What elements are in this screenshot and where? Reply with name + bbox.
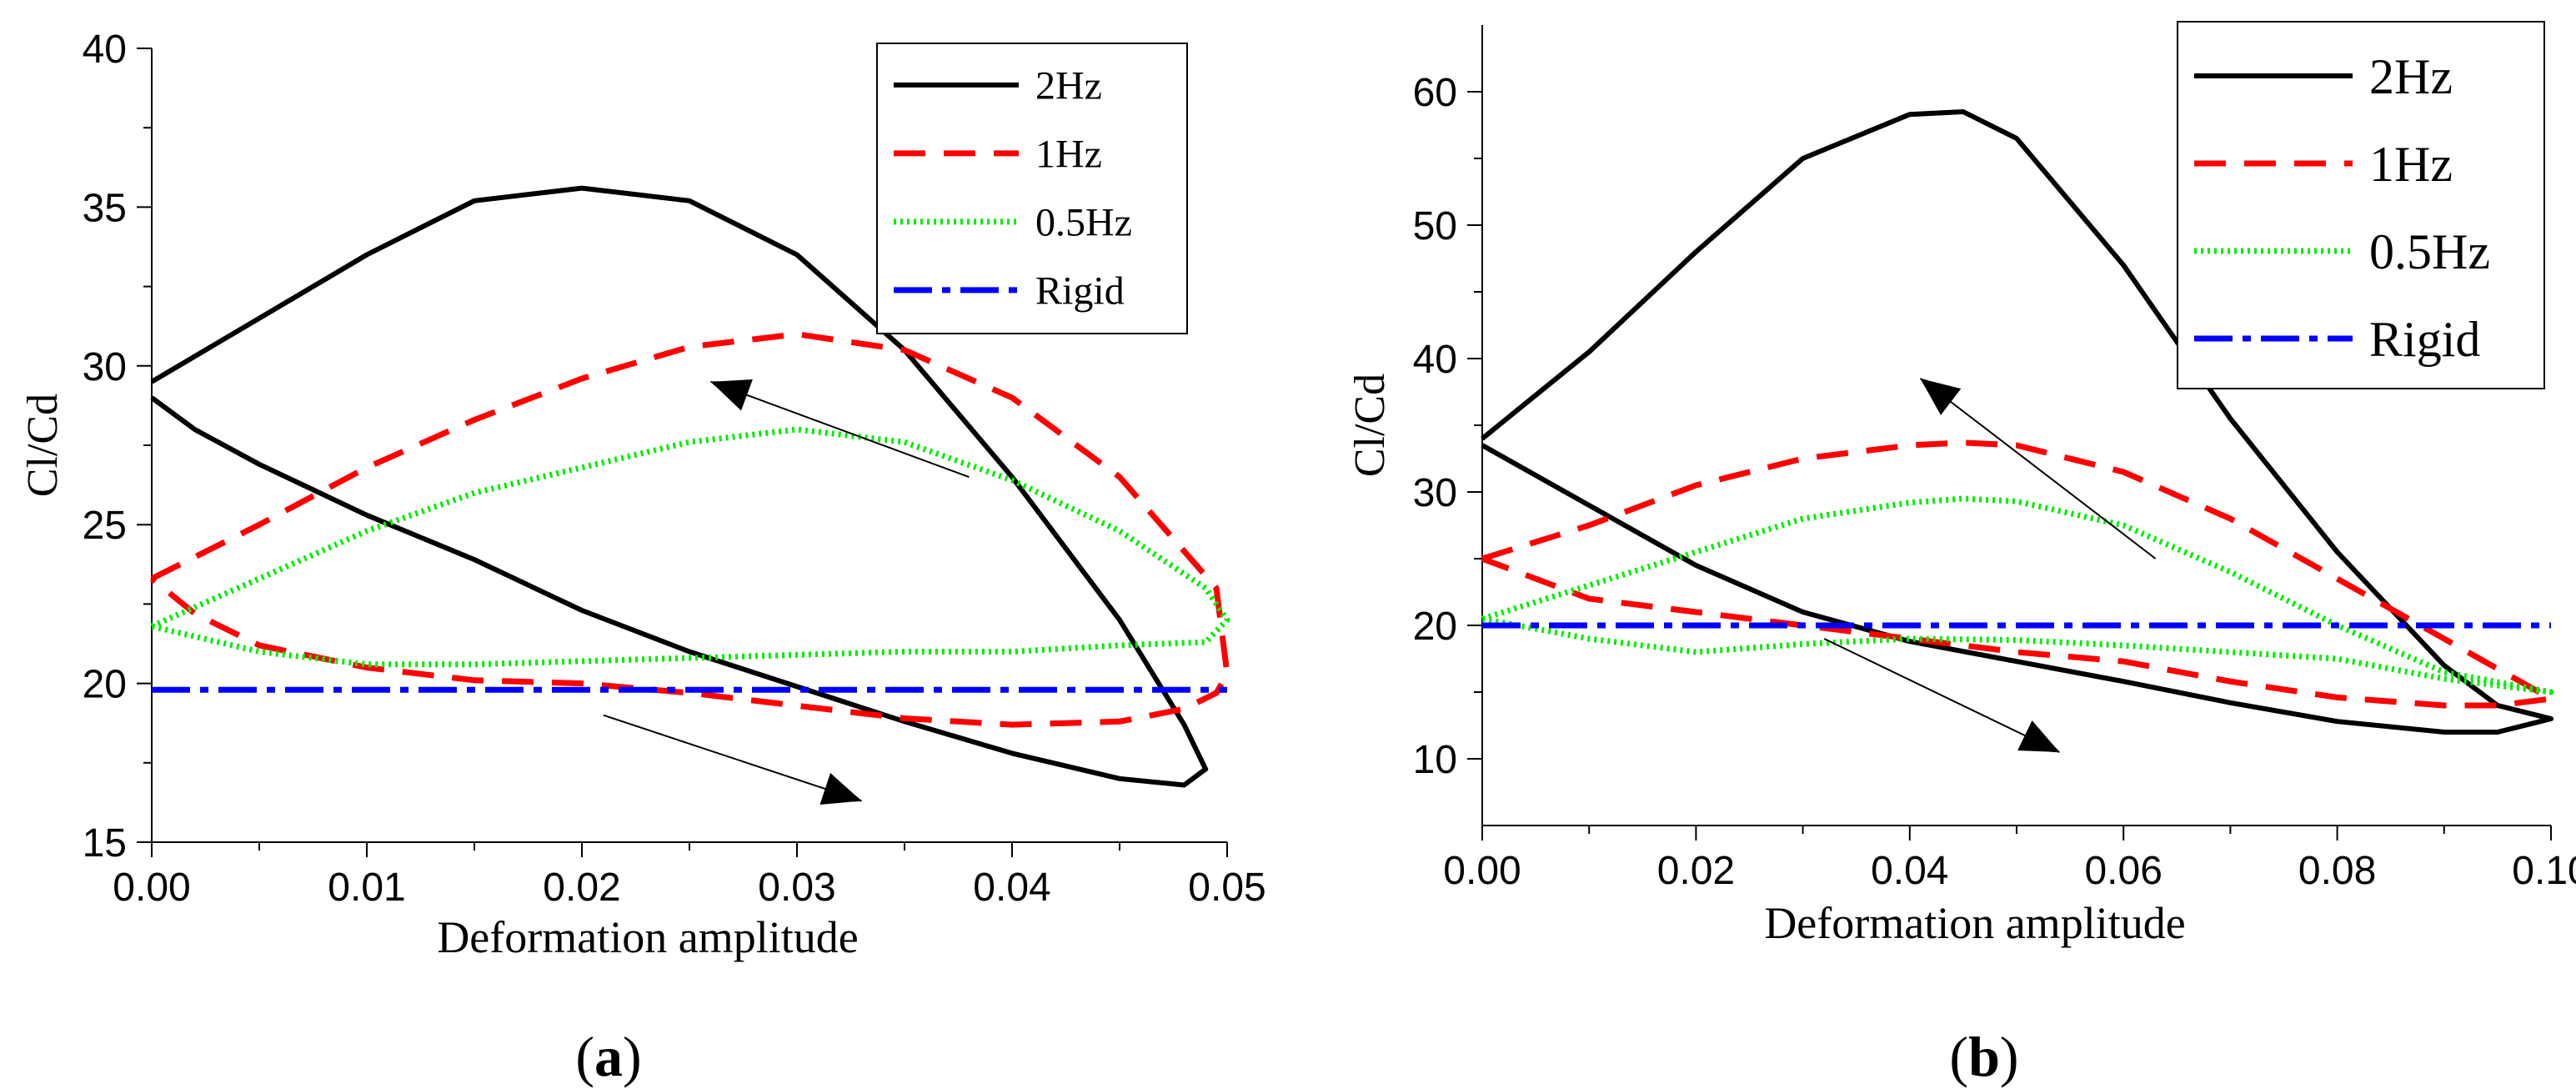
y-tick-label: 40 (83, 28, 127, 72)
y-tick-label: 25 (83, 504, 127, 548)
panel-label: (a) (575, 1025, 641, 1088)
y-tick-label: 40 (1413, 338, 1457, 382)
legend-label: 0.5Hz (1035, 201, 1132, 245)
y-tick-label: 30 (1413, 471, 1457, 515)
y-tick-label: 50 (1413, 204, 1457, 248)
y-tick-label: 20 (83, 663, 127, 707)
x-tick-label: 0.05 (1188, 866, 1265, 910)
x-tick-label: 0.02 (1657, 849, 1735, 893)
direction-arrow (709, 380, 970, 479)
direction-arrow (1919, 378, 2157, 560)
x-tick-label: 0.03 (758, 866, 835, 910)
arrow-head (710, 379, 753, 411)
legend-box (876, 43, 1188, 334)
series-line-1hz (1481, 439, 2554, 709)
legend-label: 2Hz (1035, 64, 1102, 108)
x-axis-label: Deformation amplitude (437, 912, 858, 962)
legend-label: 1Hz (1035, 133, 1102, 177)
series-line-0-5hz (150, 426, 1230, 668)
panel-a: 0.00 0.01 0.02 0.03 0.04 0.05 15 20 25 30 35 40 Defo… (19, 28, 1266, 1088)
legend: 2Hz 1Hz 0.5Hz Rigid (2177, 21, 2545, 389)
legend-label: 2Hz (2369, 49, 2453, 104)
x-tick-label: 0.02 (543, 866, 620, 910)
legend-label: 1Hz (2369, 137, 2453, 192)
y-tick-label: 15 (83, 821, 127, 866)
y-axis-label: Cl/Cd (19, 394, 67, 497)
y-tick-label: 20 (1413, 605, 1457, 649)
arrow-head (819, 773, 862, 805)
x-tick-label: 0.06 (2084, 849, 2162, 893)
x-tick-label: 0.04 (1871, 849, 1948, 893)
x-tick-label: 0.00 (113, 866, 190, 910)
x-tick-label: 0.10 (2512, 849, 2576, 893)
panel-label: (b) (1949, 1025, 2018, 1088)
y-tick-label: 35 (83, 186, 127, 230)
x-tick-label: 0.00 (1443, 849, 1521, 893)
arrow-head (2017, 720, 2060, 752)
legend-label: Rigid (1035, 269, 1125, 314)
legend-label: 0.5Hz (2369, 224, 2490, 279)
series-line-1hz (149, 331, 1230, 728)
y-axis-label: Cl/Cd (1346, 374, 1394, 477)
direction-arrow (603, 714, 863, 802)
x-axis-label: Deformation amplitude (1764, 898, 2185, 948)
arrow-head (1920, 379, 1962, 415)
panel-b: 0.00 0.02 0.04 0.06 0.08 0.10 10 20 30 40 50 60 Defo… (1346, 21, 2576, 1088)
legend: 2Hz 1Hz 0.5Hz Rigid (876, 43, 1188, 334)
x-tick-label: 0.01 (328, 866, 405, 910)
x-tick-label: 0.04 (973, 866, 1050, 910)
series-line-0-5hz (1481, 495, 2554, 695)
legend-label: Rigid (2369, 312, 2480, 367)
legend-box (2177, 21, 2545, 389)
direction-arrow (1823, 638, 2061, 753)
y-tick-label: 10 (1413, 738, 1457, 782)
y-tick-label: 60 (1413, 71, 1457, 115)
series-line-2hz (150, 185, 1209, 788)
y-tick-label: 30 (83, 345, 127, 389)
x-tick-label: 0.08 (2298, 849, 2376, 893)
